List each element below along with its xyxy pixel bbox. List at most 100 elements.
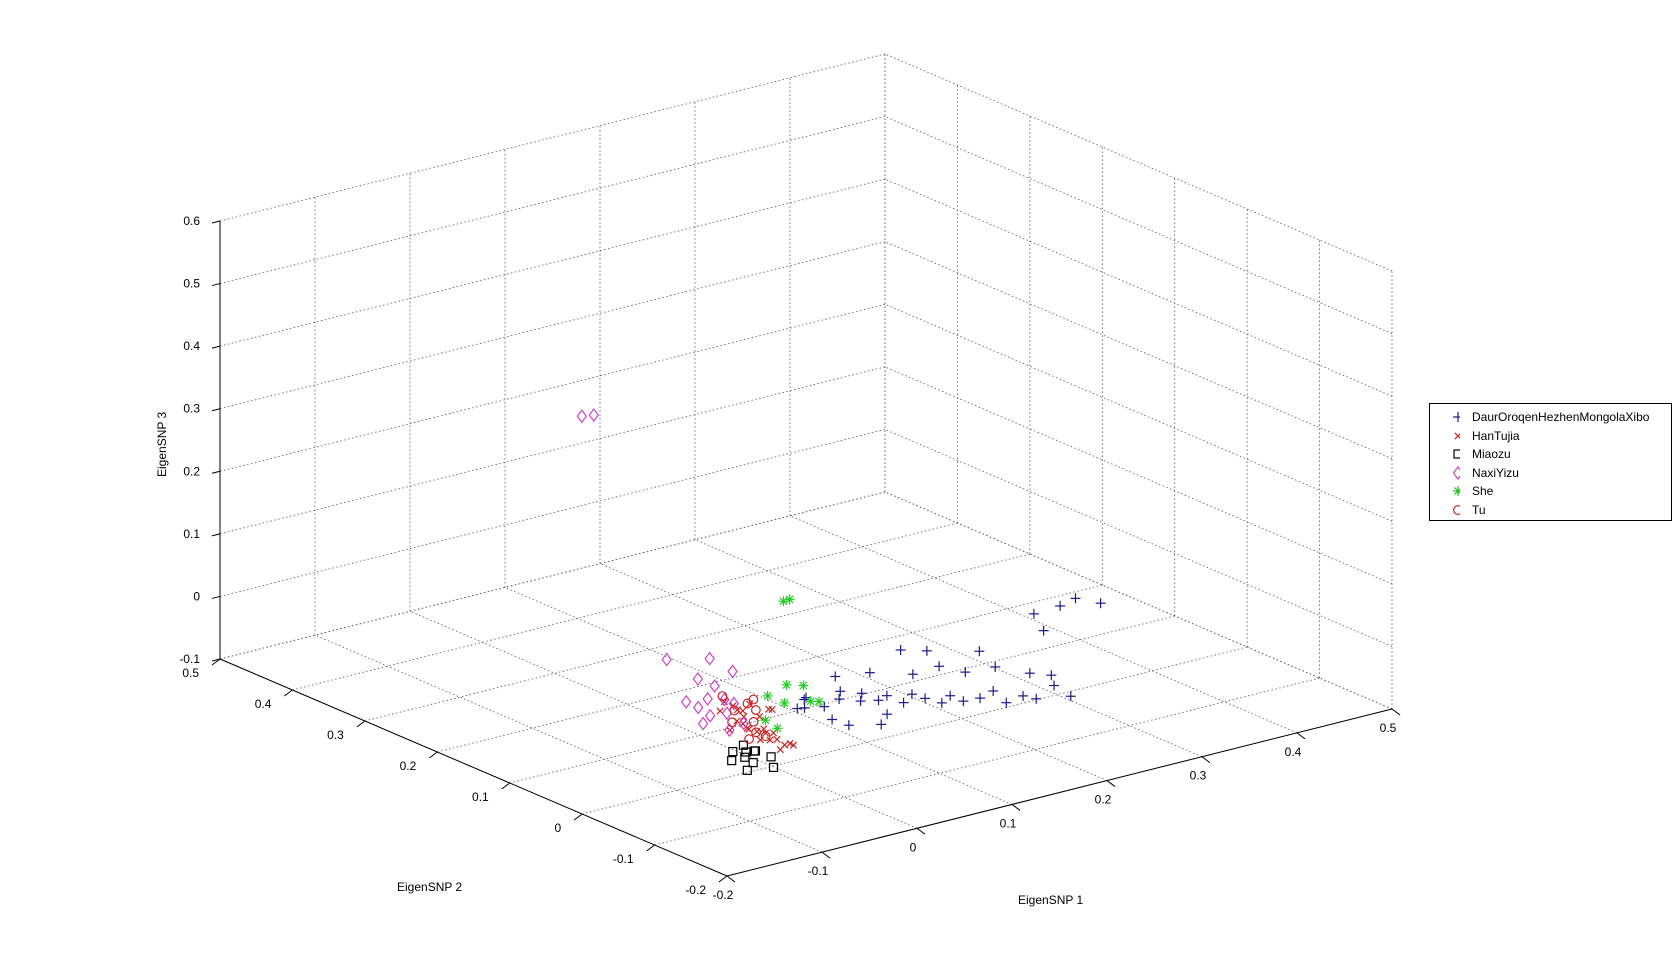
- xlabel: EigenSNP 1: [1018, 893, 1083, 907]
- axes-grid: -0.2 -0.1 0 0.1 0.2 0.3 0.4 0.5 -0.2 -0.1 0 0.1 0.2 0…: [179, 53, 1401, 902]
- data-point: [1001, 697, 1012, 708]
- data-point: [934, 661, 945, 672]
- grid-line: [314, 634, 823, 853]
- data-point: [717, 691, 728, 701]
- data-point: [704, 708, 716, 723]
- zlabel: EigenSNP 3: [155, 412, 169, 477]
- data-point: [762, 690, 773, 701]
- data-point: [776, 746, 784, 754]
- data-point: [1046, 670, 1057, 681]
- y-tick-mark: [284, 689, 293, 697]
- data-point: [975, 693, 986, 704]
- grid-line: [219, 303, 886, 472]
- data-point: [697, 716, 709, 731]
- data-point: [748, 716, 759, 727]
- data-point: [740, 752, 750, 762]
- y-tick-mark: [501, 782, 511, 790]
- legend-label: DaurOroqenHezhenMongolaXibo: [1472, 410, 1650, 425]
- z-tick-mark: [211, 283, 221, 287]
- data-point: [772, 723, 783, 734]
- y-tick-mark: [718, 875, 728, 883]
- data-point: [1038, 625, 1049, 636]
- grid-line: [219, 178, 886, 347]
- data-point: [1095, 598, 1106, 609]
- x-tick-mark: [821, 851, 831, 859]
- data-point: [728, 696, 740, 711]
- data-point: [920, 693, 931, 704]
- data-point: [960, 667, 971, 678]
- z-tick-label: 0.2: [183, 464, 200, 478]
- data-point: [729, 705, 740, 716]
- legend-item: NaxiYizu: [1430, 464, 1671, 483]
- data-point: [742, 765, 752, 775]
- data-point: [748, 694, 759, 705]
- series-Tu: [717, 691, 771, 744]
- data-point: [781, 679, 792, 690]
- y-axis-line: [219, 658, 728, 877]
- legend-marker: [1452, 465, 1460, 480]
- data-point: [704, 651, 715, 666]
- data-point: [760, 731, 771, 742]
- data-point: [766, 752, 776, 762]
- data-point: [805, 696, 816, 707]
- legend-label: Tu: [1472, 502, 1486, 517]
- x-tick-label: 0.3: [1190, 769, 1207, 783]
- data-point: [728, 746, 738, 757]
- grid-line: [884, 491, 1393, 710]
- data-point: [702, 691, 713, 706]
- data-point: [1065, 691, 1076, 702]
- data-point: [936, 697, 947, 708]
- legend-marker: [1453, 486, 1460, 497]
- grid-line: [219, 53, 886, 222]
- x-tick-mark: [1201, 756, 1211, 764]
- grid-line: [599, 563, 1108, 781]
- data-point: [830, 671, 841, 682]
- y-tick-mark: [646, 844, 655, 852]
- data-point: [756, 736, 764, 744]
- data-point: [813, 696, 824, 707]
- data-point: [751, 727, 762, 738]
- data-point: [709, 678, 720, 693]
- data-point: [773, 735, 781, 743]
- data-point: [576, 409, 588, 424]
- data-point: [768, 762, 779, 772]
- series-Miaozu: [727, 740, 779, 775]
- series-NaxiYizu: [576, 408, 749, 738]
- data-point: [738, 740, 749, 750]
- x-tick-label: 0.1: [1000, 816, 1017, 830]
- z-tick-mark: [211, 658, 221, 662]
- z-tick-label: 0.3: [183, 402, 200, 416]
- data-point: [799, 702, 810, 713]
- data-point: [1055, 600, 1066, 611]
- data-point: [827, 714, 838, 725]
- z-tick-label: 0.6: [183, 214, 200, 228]
- legend-item: HanTujia: [1430, 427, 1671, 446]
- data-point: [799, 694, 810, 705]
- data-point: [792, 703, 803, 714]
- z-tick-mark: [211, 470, 221, 474]
- grid-line: [694, 539, 1203, 758]
- grid-line: [884, 429, 1393, 647]
- x-tick-mark: [726, 875, 736, 883]
- data-point: [778, 596, 789, 607]
- data-point: [990, 661, 1001, 672]
- grid-line: [884, 366, 1393, 585]
- data-point: [719, 692, 730, 707]
- data-point: [898, 697, 909, 708]
- legend-marker: [1453, 504, 1460, 515]
- x-tick-label: -0.2: [713, 888, 734, 902]
- grid-line: [437, 584, 1103, 753]
- grid-line: [364, 553, 1030, 722]
- y-tick-mark: [211, 658, 221, 666]
- y-tick-label: 0.1: [472, 790, 489, 804]
- y-tick-mark: [428, 751, 438, 759]
- data-points: [576, 408, 1106, 775]
- series-She: [760, 594, 824, 734]
- grid-line: [884, 303, 1393, 522]
- x-tick-label: 0: [910, 840, 917, 854]
- legend-marker: [1453, 449, 1460, 459]
- data-point: [766, 736, 774, 744]
- grid-line: [219, 241, 886, 410]
- x-tick-label: 0.2: [1095, 793, 1112, 807]
- data-point: [760, 725, 768, 733]
